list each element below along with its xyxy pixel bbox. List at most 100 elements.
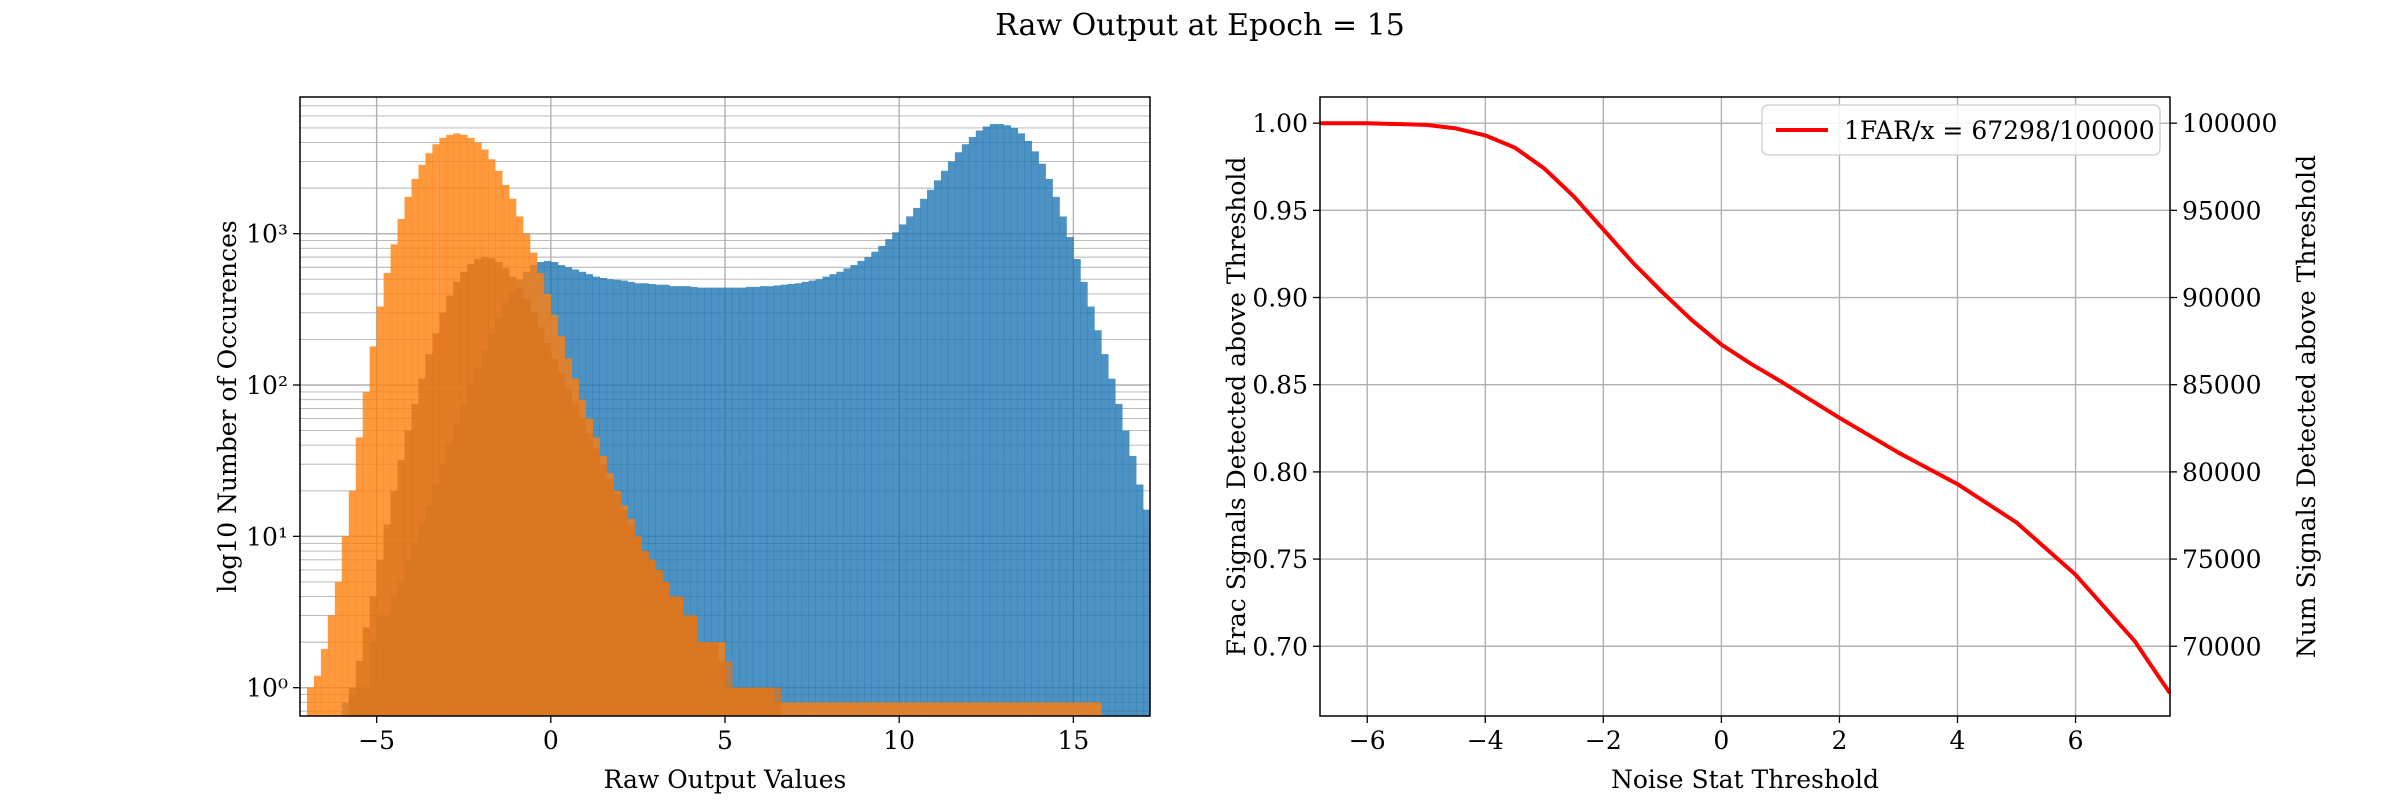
histogram-bar-blue [947, 161, 956, 717]
histogram-bar-blue [822, 276, 830, 716]
histogram-bar-orange [334, 581, 343, 716]
x-tick-label: 0 [1713, 726, 1729, 755]
histogram-bar-orange-dark [383, 524, 391, 716]
histogram-bar-orange [327, 615, 336, 716]
y-tick-label: 10¹ [246, 522, 288, 551]
histogram-bar-blue [954, 152, 963, 717]
histogram-bar-blue [1010, 127, 1019, 716]
right-y-tick-label: 80000 [2182, 458, 2262, 487]
histogram-bar-blue [1122, 430, 1130, 716]
right-y-tick-label: 75000 [2182, 545, 2262, 574]
histogram-bar-blue [829, 274, 837, 716]
histogram-bar-orange-dark [766, 687, 775, 716]
histogram-bar-blue [996, 124, 1005, 717]
y-axis-label: Frac Signals Detected above Threshold [1222, 157, 1251, 657]
histogram-bar-orange [801, 702, 810, 716]
histogram-bar-orange [920, 702, 928, 716]
x-tick-label: 2 [1831, 726, 1847, 755]
histogram-bar-blue [718, 287, 726, 716]
histogram-bar-orange-dark [745, 687, 754, 716]
histogram-bar-blue [669, 286, 677, 716]
histogram-bar-orange [1003, 702, 1012, 716]
histogram-bar-blue [989, 124, 998, 717]
histogram-bar-orange-dark [460, 271, 468, 716]
right-y-tick-label: 90000 [2182, 284, 2262, 313]
histogram-bar-orange [968, 702, 977, 716]
threshold-curve-panel: −6 −4 −2 0 2 4 6 0.70 0.75 0.80 0.85 0.90 0.95 1.00 70… [1222, 96, 2321, 794]
histogram-bar-blue [1031, 151, 1039, 716]
histogram-bar-blue [864, 257, 872, 716]
y-tick-label: 0.85 [1252, 371, 1308, 400]
histogram-bar-blue [913, 207, 921, 717]
histogram-bar-blue [1059, 216, 1067, 716]
histogram-bar-blue [794, 283, 803, 716]
histogram-bar-blue [655, 284, 663, 716]
histogram-bar-orange [348, 490, 357, 716]
histogram-bar-orange [808, 702, 816, 716]
histogram-bar-orange [306, 687, 315, 716]
histogram-bar-blue [1087, 306, 1095, 716]
histogram-bar-orange [1073, 702, 1081, 716]
histogram-bar-blue [857, 260, 865, 716]
histogram-bar-orange [996, 702, 1005, 716]
histogram-bar-orange-dark [411, 403, 419, 716]
histogram-bar-orange-dark [362, 627, 371, 716]
histogram-bar-orange [864, 702, 872, 716]
histogram-bar-orange [362, 391, 371, 716]
histogram-bar-orange-dark [439, 312, 447, 716]
histogram-bar-blue [975, 130, 984, 716]
histogram-bar-orange-dark [683, 615, 691, 716]
histogram-bar-blue [752, 286, 761, 716]
histogram-bar-orange [1052, 702, 1060, 716]
x-tick-label: 0 [543, 726, 559, 755]
histogram-bar-orange-dark [418, 378, 426, 716]
detection-fraction-line [1320, 121, 2172, 695]
histogram-bar-orange-dark [453, 281, 461, 716]
histogram-bar-orange [1094, 702, 1102, 716]
histogram-bar-orange-dark [676, 596, 684, 716]
y-tick-label: 0.95 [1252, 196, 1308, 225]
right-y-tick-label: 95000 [2182, 196, 2262, 225]
x-axis-label: Raw Output Values [604, 765, 847, 794]
histogram-bar-orange-dark [718, 661, 726, 716]
histogram-bar-blue [1129, 455, 1137, 716]
histogram-bar-orange-dark [397, 459, 405, 716]
histogram-bar-orange-dark [432, 333, 440, 716]
right-y-axis-label: Num Signals Detected above Threshold [2292, 155, 2321, 658]
histogram-bar-orange [815, 702, 823, 716]
y-axis-label: log10 Number of Occurences [213, 220, 242, 593]
x-tick-label: −5 [358, 726, 395, 755]
histogram-bar-orange-dark [550, 358, 559, 716]
legend-box [1761, 104, 2161, 156]
histogram-bar-orange [843, 702, 851, 716]
histogram-bar-orange-dark [620, 509, 628, 716]
histogram-bar-orange-dark [773, 687, 782, 716]
histogram-bar-orange-dark [711, 642, 719, 716]
histogram-bar-blue [725, 287, 733, 716]
y-tick-label: 0.75 [1252, 545, 1308, 574]
histogram-bar-orange-dark [481, 257, 489, 716]
histogram-bar-orange-dark [731, 687, 740, 716]
histogram-bar-orange [369, 346, 378, 716]
histogram-bar-blue [934, 180, 942, 716]
histogram-bar-orange [1080, 702, 1088, 716]
histogram-bar-orange-dark [634, 536, 642, 716]
histogram-bar-blue [1080, 281, 1088, 716]
histogram-bar-blue [683, 286, 691, 716]
histogram-bar-orange [899, 702, 907, 716]
histogram-bar-orange [794, 702, 803, 716]
histogram-bar-orange-dark [355, 661, 364, 716]
histogram-bar-orange-dark [515, 287, 524, 716]
histogram-bar-orange [885, 702, 893, 716]
histogram-bar-orange [1087, 702, 1095, 716]
histogram-bar-orange [1031, 702, 1039, 716]
histogram-bar-blue [627, 281, 635, 716]
histogram-bar-orange [940, 702, 949, 716]
x-tick-label: 5 [717, 726, 733, 755]
histogram-bar-orange-dark [495, 261, 503, 716]
histogram-bar-blue [878, 245, 886, 717]
histogram-bar-orange-dark [425, 354, 433, 716]
histogram-bar-orange-dark [446, 295, 454, 716]
histogram-bar-orange-dark [752, 687, 761, 716]
histogram-bar-blue [940, 170, 949, 716]
